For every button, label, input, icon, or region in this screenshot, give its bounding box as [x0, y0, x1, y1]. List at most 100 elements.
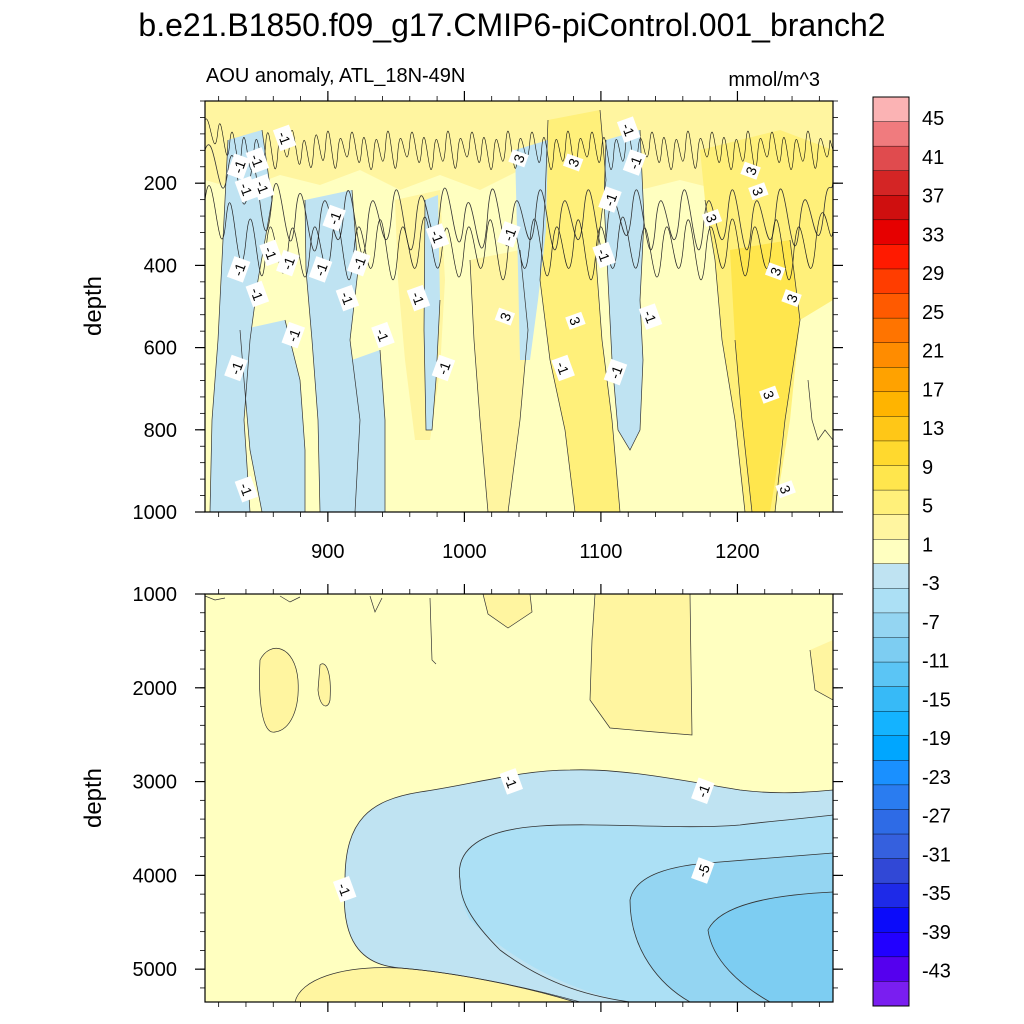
lower-panel: -1 -1 -5 -1 1000 2000 3000 4000 5000 depth: [80, 584, 843, 1012]
contour-label-text: -1: [236, 481, 255, 498]
upper-axis-ticks: 900 1000 1100 1200 200 400 600 800 1000: [133, 91, 843, 563]
colorbar-swatch: [872, 858, 910, 884]
contour-label-bg: [425, 223, 450, 250]
contour-label-bg: [494, 307, 516, 326]
lower-ylabel: depth: [80, 768, 107, 828]
contour-label-text: -1: [236, 181, 255, 198]
contour-label: -1: [234, 475, 259, 503]
contour-label: 3: [565, 311, 586, 330]
colorbar-swatch: [872, 809, 910, 835]
contour-label-bg: [508, 149, 529, 168]
contour-label-bg: [748, 182, 769, 201]
contour-label-bg: [234, 475, 259, 503]
colorbar-swatch: [872, 882, 910, 909]
lower-contour-labels: -1 -1 -5 -1: [332, 768, 715, 903]
contour-label: -1: [322, 204, 346, 232]
contour-label-text: -1: [434, 359, 453, 376]
contour-label-bg: [551, 354, 575, 382]
contour-label-bg: [565, 311, 586, 330]
contour-label: -1: [226, 256, 251, 283]
contour-label-bg: [335, 284, 360, 312]
y-tick-label: 3000: [133, 772, 178, 794]
contour-label: -1: [691, 777, 715, 805]
colorbar-swatch: [872, 539, 910, 565]
contour-label-bg: [406, 284, 431, 312]
contour-label-bg: [764, 262, 786, 281]
x-tick-label: 1200: [715, 541, 760, 563]
colorbar-label: -3: [922, 573, 940, 595]
contour-label-text: -1: [553, 360, 572, 377]
colorbar-swatch: [872, 735, 910, 761]
contour-label: 3: [759, 385, 780, 404]
contour-label-text: -1: [229, 261, 248, 278]
colorbar-label: -27: [922, 806, 951, 828]
contour-label-text: -1: [640, 308, 659, 325]
contour-label: -1: [622, 149, 647, 176]
contour-label-text: -1: [275, 129, 294, 146]
subtitle-right: mmol/m^3: [728, 69, 820, 91]
colorbar-swatch: [872, 416, 910, 442]
contour-label: -1: [616, 116, 641, 143]
y-tick-label: 1000: [133, 502, 178, 524]
contour-label-text: -1: [408, 290, 427, 307]
y-tick-label: 4000: [133, 865, 178, 887]
contour-label: -1: [226, 153, 251, 180]
contour-label-text: -1: [427, 228, 446, 245]
contour-label-text: -1: [350, 255, 369, 272]
y-tick-label: 800: [144, 420, 177, 442]
upper-ylabel: depth: [80, 276, 107, 336]
colorbar-label: 33: [922, 224, 944, 246]
contour-label: -1: [347, 249, 371, 277]
contour-label-text: -1: [594, 247, 613, 264]
colorbar-swatch: [872, 317, 910, 344]
y-tick-label: 1000: [133, 584, 178, 606]
contour-label: 3: [508, 149, 529, 168]
colorbar-swatch: [872, 170, 910, 196]
colorbar-swatch: [872, 710, 910, 737]
contour-label: -1: [281, 321, 306, 349]
contour-label-bg: [691, 777, 715, 805]
contour-label-bg: [598, 186, 622, 213]
contour-label: -1: [276, 249, 300, 277]
contour-label: -1: [497, 221, 521, 248]
contour-label: -1: [224, 354, 248, 382]
contour-label: -1: [499, 768, 524, 795]
contour-label-bg: [308, 256, 333, 283]
contour-label: 3: [764, 262, 786, 281]
contour-label: -1: [259, 239, 283, 267]
colorbar-swatch: [872, 440, 910, 467]
colorbar-label: -23: [922, 767, 951, 789]
x-tick-label: 1100: [579, 541, 622, 563]
colorbar-label: 29: [922, 263, 944, 285]
colorbar-swatch: [872, 121, 910, 147]
colorbar-swatch: [872, 956, 910, 982]
contour-label-bg: [272, 124, 297, 152]
colorbar-swatch: [872, 367, 910, 393]
y-tick-label: 2000: [133, 678, 178, 700]
contour-label-bg: [251, 173, 275, 201]
upper-contour-labels: -1-1-1-1-13 3-1-1 33-13-1-1-1-1-1-1 -1-1 -1 3…: [224, 116, 802, 503]
colorbar-label: 45: [922, 108, 944, 130]
colorbar-swatch: [872, 932, 910, 958]
contour-label: -1: [638, 303, 663, 330]
contour-label-bg: [371, 321, 395, 349]
colorbar-swatch: [872, 760, 910, 786]
contour-label-bg: [781, 289, 802, 308]
contour-label: -1: [332, 876, 357, 903]
contour-label-bg: [431, 354, 456, 382]
x-tick-label: 900: [311, 541, 344, 563]
colorbar-label: 17: [922, 379, 944, 401]
contour-label-text: -1: [227, 359, 246, 376]
contour-label: -1: [425, 223, 450, 250]
figure-title: b.e21.B1850.f09_g17.CMIP6-piControl.001_…: [138, 7, 885, 43]
contour-label-bg: [603, 358, 628, 386]
colorbar-swatch: [872, 907, 910, 933]
contour-label-bg: [226, 256, 251, 283]
contour-label: -1: [335, 284, 360, 312]
contour-label-bg: [224, 354, 248, 382]
contour-label-text: -1: [261, 244, 280, 261]
contour-label-bg: [622, 149, 647, 176]
colorbar-frame: [872, 96, 910, 1007]
colorbar-swatch: [872, 293, 910, 319]
